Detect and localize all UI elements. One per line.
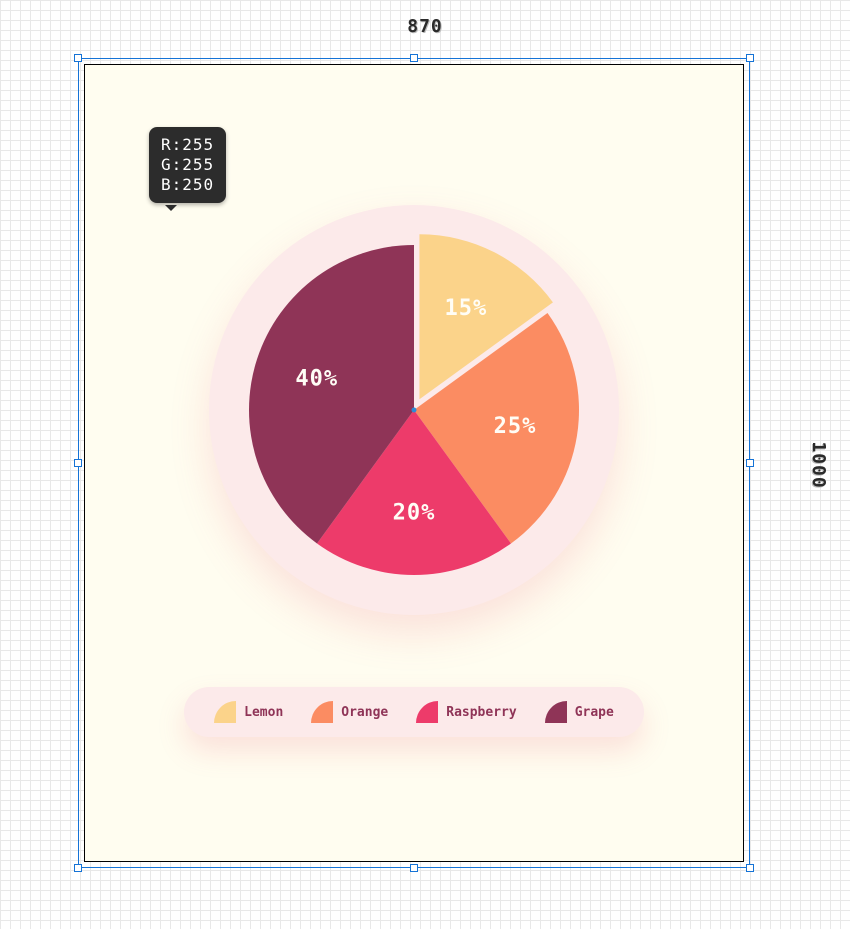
legend-label: Lemon: [244, 705, 283, 720]
resize-handle-top-left[interactable]: [74, 54, 82, 62]
legend-swatch-icon: [214, 701, 236, 723]
resize-handle-top-middle[interactable]: [410, 54, 418, 62]
pie-halo: 15% 25% 20% 40%: [209, 205, 619, 615]
resize-handle-bottom-middle[interactable]: [410, 864, 418, 872]
artboard[interactable]: R:255 G:255 B:250 15% 25% 20% 40% Lemon Oran…: [84, 64, 744, 862]
resize-handle-bottom-left[interactable]: [74, 864, 82, 872]
artboard-selection[interactable]: R:255 G:255 B:250 15% 25% 20% 40% Lemon Oran…: [78, 58, 750, 868]
resize-handle-middle-right[interactable]: [746, 459, 754, 467]
legend-item-grape[interactable]: Grape: [545, 701, 614, 723]
color-inspector: R:255 G:255 B:250: [149, 127, 226, 203]
dimension-height-label: 1000: [808, 441, 829, 488]
legend-label: Grape: [575, 705, 614, 720]
legend-item-orange[interactable]: Orange: [311, 701, 388, 723]
inspector-line: B:250: [161, 175, 214, 195]
legend-label: Orange: [341, 705, 388, 720]
dimension-width-label: 870: [407, 16, 443, 37]
inspector-line: G:255: [161, 155, 214, 175]
legend-item-raspberry[interactable]: Raspberry: [416, 701, 516, 723]
pie-slice-label: 40%: [295, 366, 338, 391]
legend-item-lemon[interactable]: Lemon: [214, 701, 283, 723]
legend-swatch-icon: [545, 701, 567, 723]
chart-area: 15% 25% 20% 40% Lemon Orange Raspberry Grape: [85, 205, 743, 737]
inspector-line: R:255: [161, 135, 214, 155]
pie-center-marker: [412, 408, 417, 413]
legend-swatch-icon: [311, 701, 333, 723]
resize-handle-middle-left[interactable]: [74, 459, 82, 467]
legend: Lemon Orange Raspberry Grape: [184, 687, 644, 737]
pie-slice-label: 15%: [445, 296, 488, 321]
resize-handle-top-right[interactable]: [746, 54, 754, 62]
legend-swatch-icon: [416, 701, 438, 723]
legend-label: Raspberry: [446, 705, 516, 720]
resize-handle-bottom-right[interactable]: [746, 864, 754, 872]
pie-chart: 15% 25% 20% 40%: [209, 205, 619, 615]
pie-slice-label: 25%: [494, 414, 537, 439]
pie-slice-label: 20%: [393, 500, 436, 525]
